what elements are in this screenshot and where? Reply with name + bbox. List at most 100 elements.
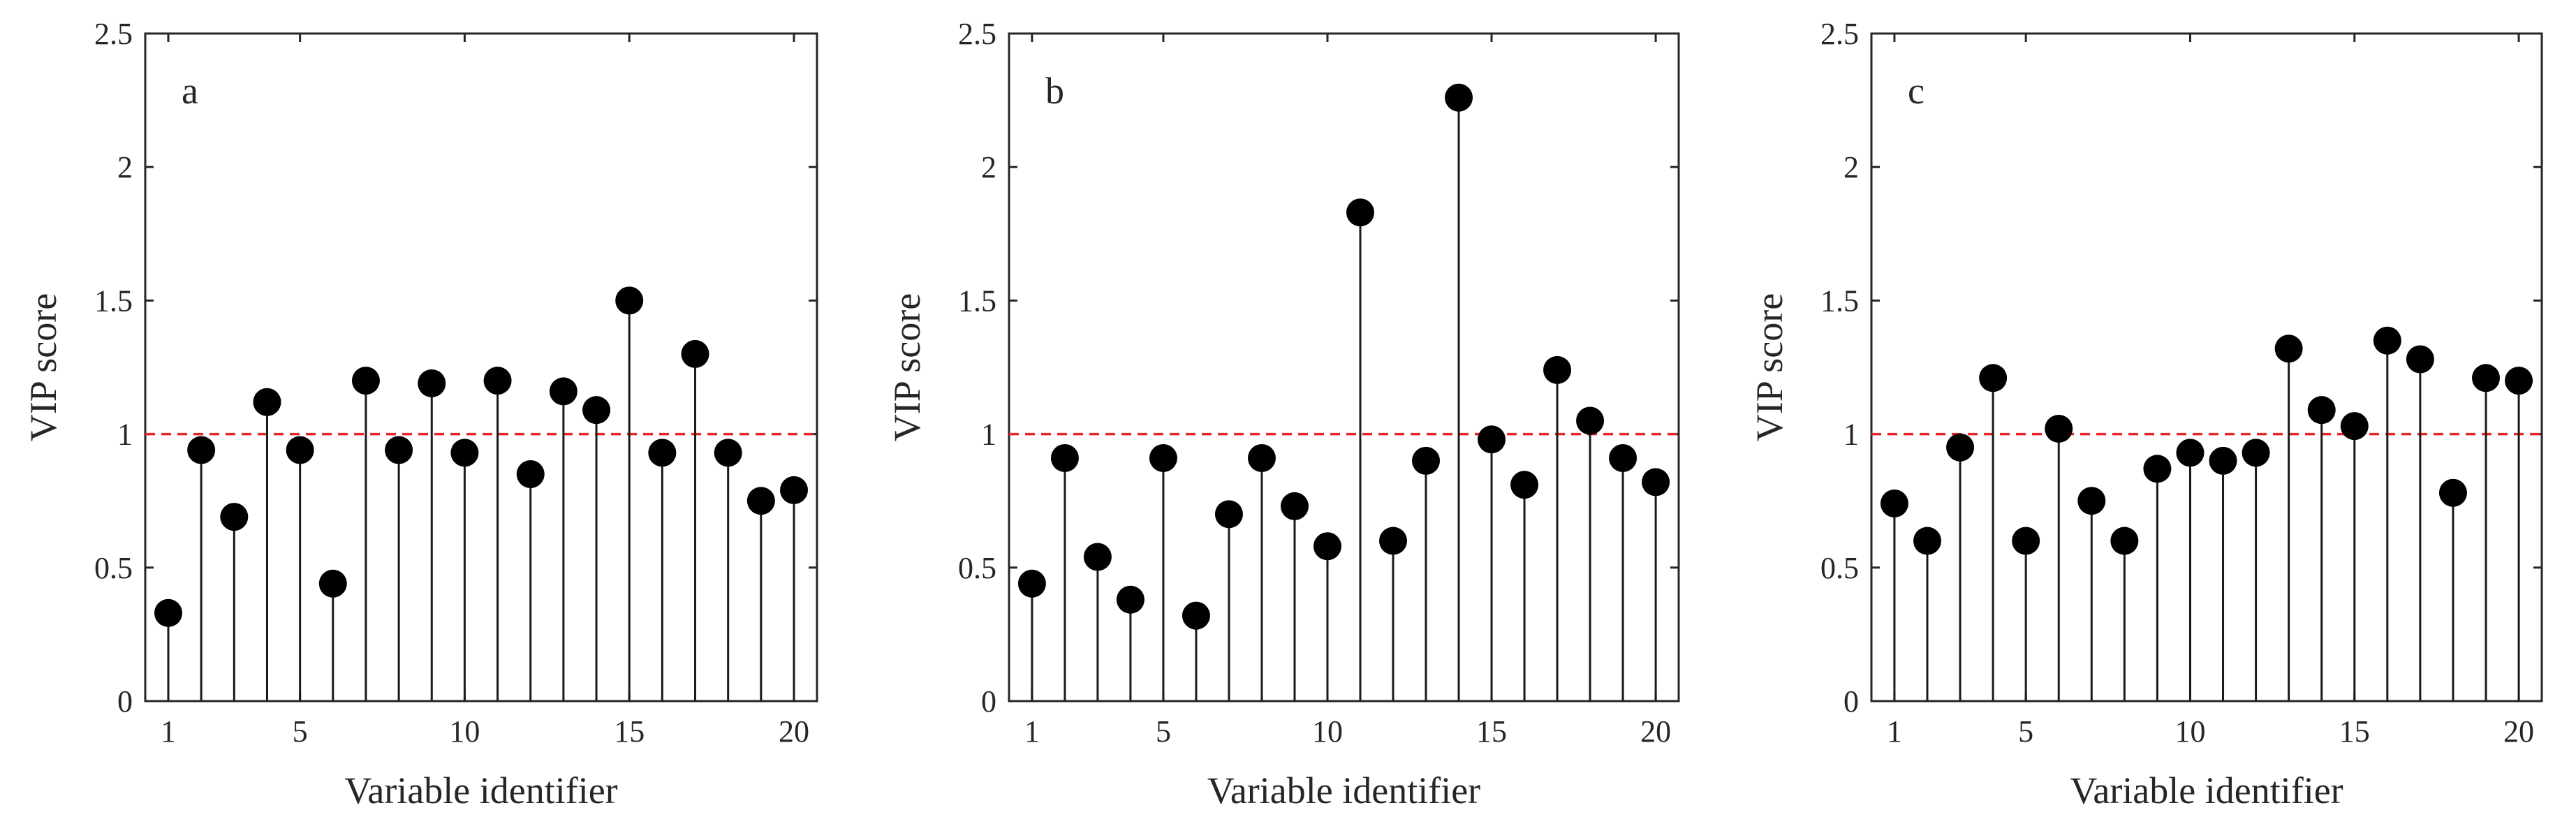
data-point [1346,198,1375,227]
data-point [615,286,644,315]
y-tick-label: 0 [1843,684,1859,719]
data-point [2373,326,2401,355]
y-tick-label: 2.5 [94,17,133,51]
data-point [385,436,413,464]
data-point [2406,345,2434,374]
data-point [318,569,347,598]
y-axis-title: VIP score [1749,293,1790,441]
y-tick-label: 0.5 [1820,551,1859,585]
y-tick-label: 2 [117,150,133,184]
data-point [648,439,677,467]
y-tick-label: 1 [981,418,996,452]
data-point [1247,444,1276,473]
data-point [2438,478,2467,507]
data-point [2143,455,2172,483]
x-axis-title: Variable identifier [1207,770,1480,811]
x-axis-title: Variable identifier [344,770,617,811]
data-point [1116,585,1145,614]
data-point [1182,601,1210,630]
y-axis-title: VIP score [22,293,64,441]
data-point [746,487,775,515]
data-point [1280,492,1309,520]
data-point [2242,439,2270,467]
plot-frame [1008,32,1680,702]
y-tick-label: 2.5 [958,17,996,51]
data-point [450,439,479,467]
data-point [418,369,446,397]
panel-label: b [1045,70,1064,112]
data-point [1478,425,1506,454]
data-point [1214,500,1243,529]
y-tick-label: 0 [981,684,996,719]
data-point [1979,364,2008,392]
data-point [2077,487,2106,515]
data-point [154,598,183,627]
x-tick-label: 20 [1640,714,1671,749]
data-point [1149,444,1177,473]
plot-frame [144,32,818,702]
x-tick-label: 20 [779,714,809,749]
data-point [1543,355,1572,384]
x-tick-label: 15 [2339,714,2370,749]
data-point [1576,406,1605,435]
x-axis-title: Variable identifier [2070,770,2343,811]
data-point [1609,444,1637,473]
y-tick-label: 1.5 [94,284,133,318]
data-point [2209,446,2237,475]
data-point [2110,527,2139,555]
data-point [1379,527,1408,555]
data-point [1913,527,1941,555]
data-point [2176,439,2205,467]
x-tick-label: 5 [2018,714,2033,749]
x-tick-label: 5 [293,714,308,749]
data-point [779,476,808,504]
data-point [286,436,314,464]
plot-frame [1870,32,2543,702]
y-tick-label: 0 [117,684,133,719]
data-point [1083,543,1112,571]
x-tick-label: 20 [2503,714,2534,749]
x-tick-label: 1 [1887,714,1902,749]
panel-label: a [182,70,198,112]
data-point [483,367,512,395]
data-point [714,439,742,467]
x-tick-label: 5 [1156,714,1171,749]
data-point [1412,446,1441,475]
y-tick-label: 0.5 [94,551,133,585]
y-tick-label: 1 [1843,418,1859,452]
y-tick-label: 1 [117,418,133,452]
x-tick-label: 10 [2174,714,2205,749]
x-tick-label: 1 [161,714,176,749]
data-point [1050,444,1079,473]
data-point [582,396,611,425]
x-tick-label: 1 [1024,714,1040,749]
data-point [187,436,216,464]
data-point [1642,468,1670,496]
x-tick-label: 15 [1476,714,1507,749]
x-tick-label: 10 [1312,714,1343,749]
data-point [253,388,281,416]
data-point [2045,414,2073,443]
data-point [1445,83,1473,112]
y-tick-label: 2.5 [1820,17,1859,51]
data-point [2012,527,2040,555]
data-point [1313,532,1341,561]
data-point [220,503,249,531]
data-point [2472,364,2500,392]
data-point [2307,396,2336,425]
data-point [1946,433,1975,462]
data-point [1880,490,1908,518]
data-point [516,459,545,488]
y-tick-label: 2 [1843,150,1859,184]
data-point [1017,569,1046,598]
data-point [2505,367,2533,395]
y-axis-title: VIP score [886,293,928,441]
x-tick-label: 15 [614,714,645,749]
data-point [549,377,577,406]
y-tick-label: 0.5 [958,551,996,585]
data-point [681,339,709,368]
x-tick-label: 10 [449,714,480,749]
